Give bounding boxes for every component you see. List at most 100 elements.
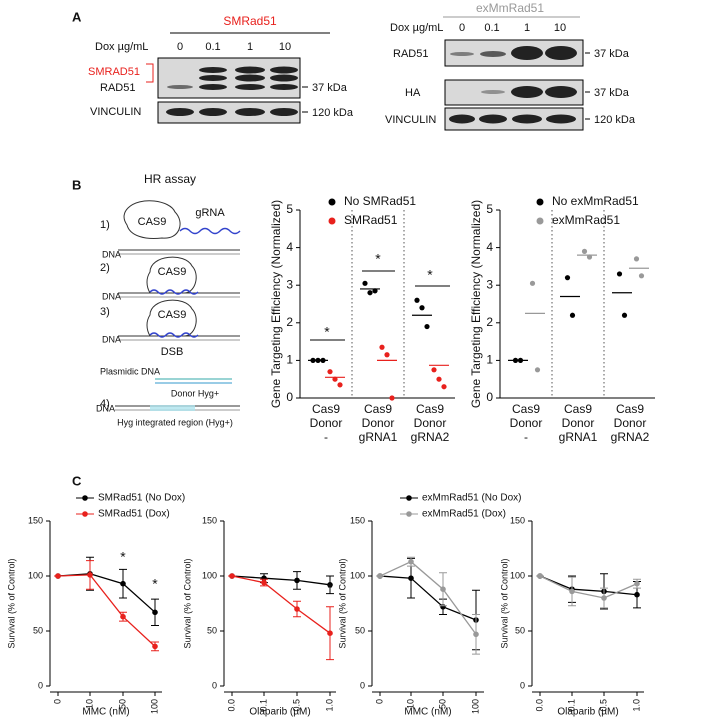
x-axis-label: MMC (nM) — [404, 707, 451, 718]
series-line — [379, 560, 477, 635]
data-point — [621, 312, 628, 318]
y-tick-label: 150 — [202, 515, 217, 525]
x-tick-label: Cas9 — [616, 402, 644, 416]
data-point — [414, 297, 420, 303]
x-tick-label: 1.0 — [631, 699, 641, 712]
y-tick-label: 50 — [355, 625, 365, 635]
legend-marker — [328, 217, 336, 225]
cas9-shape — [123, 200, 181, 239]
data-point — [327, 582, 333, 588]
x-tick-label: Cas9 — [416, 402, 444, 416]
x-tick-label: gRNA1 — [559, 430, 598, 444]
y-axis-label: Survival (% of Control) — [6, 558, 16, 648]
x-tick-label: Donor — [310, 416, 343, 430]
y-tick-label: 5 — [486, 202, 493, 216]
data-point — [436, 376, 442, 382]
bands — [167, 66, 298, 90]
y-tick-label: 0 — [520, 680, 525, 690]
x-axis-label: Olaparib (µM) — [557, 707, 618, 718]
x-tick-label: Donor — [614, 416, 647, 430]
dna-label: DNA — [102, 249, 121, 259]
diagram-title: HR assay — [144, 172, 196, 186]
x-tick-label: - — [524, 430, 528, 444]
dna-label: DNA — [102, 334, 121, 344]
data-point — [362, 280, 368, 286]
blot-title: exMmRad51 — [476, 1, 544, 15]
y-tick-label: 4 — [286, 240, 293, 254]
lane-label: 0 — [459, 22, 465, 34]
lane-label: 10 — [279, 41, 291, 53]
data-point — [440, 586, 446, 592]
lane-label: 0 — [177, 41, 183, 53]
data-point — [441, 384, 447, 390]
y-tick-label: 4 — [486, 240, 493, 254]
data-point — [327, 630, 333, 636]
y-tick-label: 100 — [202, 570, 217, 580]
y-axis-label: Gene Targeting Efficiency (Normalized) — [269, 200, 283, 408]
row-label: RAD51 — [100, 82, 135, 94]
series-line — [539, 575, 638, 596]
significance-label: * — [120, 549, 126, 565]
integrated-region — [150, 405, 195, 411]
data-point — [408, 558, 414, 565]
data-point — [419, 305, 425, 311]
lane-label: 1 — [247, 41, 253, 53]
x-tick-label: Cas9 — [312, 402, 340, 416]
y-tick-label: 50 — [33, 625, 43, 635]
y-tick-label: 3 — [486, 277, 493, 291]
y-axis-label: Survival (% of Control) — [182, 558, 192, 648]
data-point — [120, 613, 126, 620]
x-tick-label: 0.1 — [566, 699, 576, 712]
y-tick-label: 100 — [510, 570, 525, 580]
data-point — [529, 280, 536, 286]
legend-label: SMRad51 (No Dox) — [98, 493, 185, 504]
panel-label: A — [72, 9, 82, 24]
legend-marker — [406, 495, 412, 501]
y-tick-label: 100 — [28, 570, 43, 580]
x-tick-label: Donor — [362, 416, 395, 430]
cas9-shape — [146, 256, 197, 294]
significance-label: * — [152, 576, 158, 592]
step-label: 3) — [100, 306, 110, 318]
significance-label: * — [427, 267, 433, 283]
y-tick-label: 0 — [360, 680, 365, 690]
y-tick-label: 150 — [350, 515, 365, 525]
bands — [481, 86, 577, 98]
x-tick-label: 0 — [374, 699, 384, 704]
y-tick-label: 1 — [486, 353, 493, 367]
y-tick-label: 0 — [38, 680, 43, 690]
x-tick-label: Donor — [414, 416, 447, 430]
blot-title: SMRad51 — [223, 14, 277, 28]
data-point — [616, 271, 623, 277]
dsb-label: DSB — [161, 346, 184, 358]
plasmid-label: Plasmidic DNA — [100, 366, 160, 376]
y-tick-label: 5 — [286, 202, 293, 216]
legend-label: SMRad51 (Dox) — [98, 509, 170, 520]
data-point — [377, 573, 383, 579]
lane-label: 1 — [524, 22, 530, 34]
bands — [166, 108, 298, 116]
step-label: 4) — [100, 398, 110, 410]
legend-marker — [536, 217, 544, 225]
series-line — [231, 575, 331, 586]
series-line — [57, 574, 156, 647]
data-point — [569, 312, 576, 318]
data-point — [384, 352, 390, 358]
x-tick-label: Cas9 — [512, 402, 540, 416]
x-tick-label: 0.5 — [598, 699, 608, 712]
data-point — [261, 579, 267, 586]
x-tick-label: 1.0 — [324, 699, 334, 712]
y-tick-label: 0 — [486, 390, 493, 404]
legend-label: No SMRad51 — [344, 194, 416, 208]
blot — [157, 101, 301, 124]
y-tick-label: 150 — [510, 515, 525, 525]
y-tick-label: 0 — [286, 390, 293, 404]
x-tick-label: 50 — [117, 699, 127, 709]
y-tick-label: 1 — [286, 353, 293, 367]
cas9-shape — [146, 299, 197, 337]
data-point — [431, 367, 437, 373]
lane-label: 10 — [554, 22, 566, 34]
series-line — [379, 575, 477, 621]
size-label: 37 kDa — [312, 82, 348, 94]
